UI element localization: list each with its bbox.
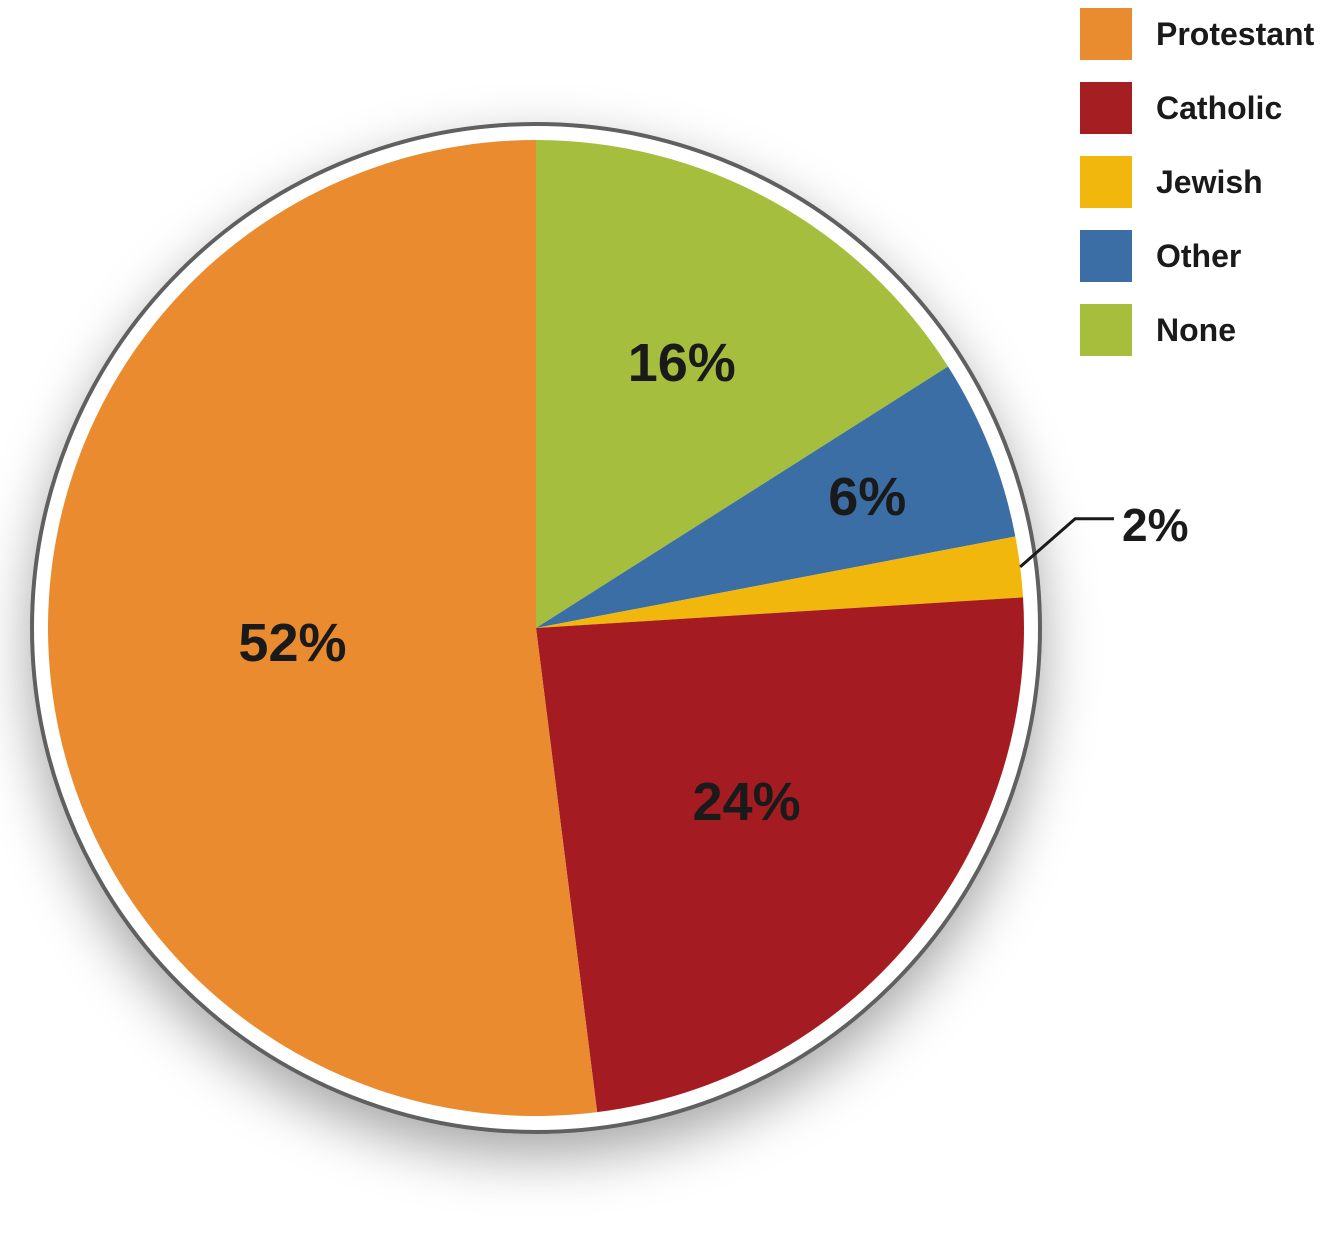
slice-label: 24% <box>693 771 801 833</box>
legend-label: Catholic <box>1156 90 1282 127</box>
legend-label: Protestant <box>1156 16 1314 53</box>
slice-label: 52% <box>238 612 346 674</box>
legend-label: None <box>1156 312 1236 349</box>
pie-slice <box>536 597 1024 1112</box>
legend-swatch <box>1080 82 1132 134</box>
slice-label: 6% <box>828 466 906 528</box>
chart-container: Protestant Catholic Jewish Other None 16% 6% 2… <box>0 0 1341 1242</box>
legend: Protestant Catholic Jewish Other None <box>1080 8 1314 378</box>
legend-item: None <box>1080 304 1314 356</box>
legend-label: Other <box>1156 238 1241 275</box>
legend-item: Jewish <box>1080 156 1314 208</box>
legend-item: Other <box>1080 230 1314 282</box>
legend-swatch <box>1080 156 1132 208</box>
legend-label: Jewish <box>1156 164 1263 201</box>
callout-label: 2% <box>1122 498 1188 552</box>
slice-label: 16% <box>628 332 736 394</box>
legend-item: Protestant <box>1080 8 1314 60</box>
legend-swatch <box>1080 230 1132 282</box>
legend-swatch <box>1080 8 1132 60</box>
legend-item: Catholic <box>1080 82 1314 134</box>
legend-swatch <box>1080 304 1132 356</box>
